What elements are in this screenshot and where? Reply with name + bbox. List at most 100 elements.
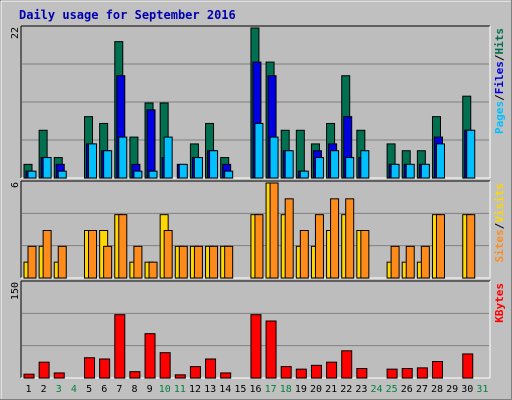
bar-kbytes (341, 350, 353, 379)
bar-sites (224, 245, 234, 279)
y-axis-max-label: 22 (10, 27, 21, 39)
bar-pages (42, 157, 52, 179)
x-tick-label: 24 (371, 384, 383, 395)
bar-sites (435, 214, 445, 279)
x-tick-label: 2 (41, 384, 47, 395)
x-tick-label: 16 (249, 384, 261, 395)
x-tick-label: 1 (26, 384, 32, 395)
bar-sites (133, 245, 143, 279)
x-tick-label: 10 (159, 384, 171, 395)
bar-sites (118, 214, 128, 279)
x-tick-label: 19 (295, 384, 307, 395)
bar-pages (178, 163, 188, 179)
bar-kbytes (99, 358, 111, 379)
x-tick-label: 9 (147, 384, 153, 395)
x-tick-label: 21 (325, 384, 337, 395)
bar-sites (314, 214, 324, 279)
legend-entry: KBytes (493, 283, 506, 323)
x-tick-label: 3 (56, 384, 62, 395)
bar-kbytes (23, 373, 35, 379)
x-tick-label: 20 (310, 384, 322, 395)
y-axis-max-label: 6 (10, 182, 21, 188)
bar-sites (284, 198, 294, 279)
bar-sites (254, 214, 264, 279)
bar-kbytes (265, 320, 277, 379)
bar-pages (466, 129, 476, 179)
x-tick-label: 7 (116, 384, 122, 395)
legend-entry: Sites (493, 229, 506, 262)
bar-pages (103, 150, 113, 179)
bar-pages (88, 143, 98, 179)
legend-bottom: KBytes (493, 283, 506, 323)
bar-sites (299, 230, 309, 279)
x-tick-label: 14 (219, 384, 231, 395)
bar-pages (360, 150, 370, 179)
bar-pages (209, 150, 219, 179)
x-tick-label: 30 (461, 384, 473, 395)
bar-pages (330, 150, 340, 179)
x-tick-label: 15 (234, 384, 246, 395)
bar-sites (103, 245, 113, 279)
x-tick-label: 8 (131, 384, 137, 395)
bar-pages (193, 157, 203, 179)
bar-kbytes (220, 372, 232, 379)
bar-kbytes (326, 361, 338, 379)
bar-kbytes (53, 372, 65, 379)
bar-files (146, 109, 156, 179)
bar-sites (390, 245, 400, 279)
x-tick-label: 11 (174, 384, 186, 395)
x-tick-label: 17 (265, 384, 277, 395)
x-tick-label: 25 (386, 384, 398, 395)
x-tick-label: 31 (476, 384, 488, 395)
bar-pages (435, 143, 445, 179)
bar-kbytes (159, 352, 171, 379)
bar-pages (420, 163, 430, 179)
x-tick-label: 4 (71, 384, 77, 395)
x-tick-label: 23 (355, 384, 367, 395)
bar-kbytes (114, 314, 126, 379)
bar-sites (360, 230, 370, 279)
bar-sites (163, 230, 173, 279)
bar-kbytes (189, 366, 201, 379)
bar-kbytes (416, 367, 428, 379)
bar-kbytes (129, 371, 141, 379)
x-tick-label: 6 (101, 384, 107, 395)
legend-entry: / (493, 54, 506, 61)
bar-pages (148, 170, 158, 179)
bar-sites (209, 245, 219, 279)
legend-entry: / (493, 222, 506, 229)
x-tick-label: 5 (86, 384, 92, 395)
bar-sites (330, 198, 340, 279)
chart-title: Daily usage for September 2016 (19, 8, 236, 22)
x-tick-label: 22 (340, 384, 352, 395)
bar-pages (163, 136, 173, 179)
x-tick-label: 12 (189, 384, 201, 395)
bar-sites (27, 245, 37, 279)
bar-sites (193, 245, 203, 279)
bar-kbytes (356, 368, 368, 379)
x-tick-label: 28 (431, 384, 443, 395)
bar-pages (314, 157, 324, 179)
bar-pages (269, 136, 279, 179)
bar-pages (299, 170, 309, 179)
x-tick-label: 27 (416, 384, 428, 395)
bar-pages (118, 136, 128, 179)
bar-sites (42, 230, 52, 279)
bar-kbytes (205, 358, 217, 379)
bar-kbytes (250, 314, 262, 379)
bar-kbytes (386, 368, 398, 379)
bar-kbytes (174, 374, 186, 379)
legend-mid: Sites/Visits (493, 183, 506, 263)
bar-sites (57, 245, 67, 279)
bar-sites (466, 214, 476, 279)
bar-pages (254, 122, 264, 179)
bar-sites (88, 230, 98, 279)
bar-kbytes (401, 368, 413, 379)
x-tick-label: 29 (446, 384, 458, 395)
legend-entry: Pages (493, 101, 506, 134)
legend-top: Pages/Files/Hits (493, 28, 506, 134)
bar-pages (284, 150, 294, 179)
x-tick-label: 13 (204, 384, 216, 395)
